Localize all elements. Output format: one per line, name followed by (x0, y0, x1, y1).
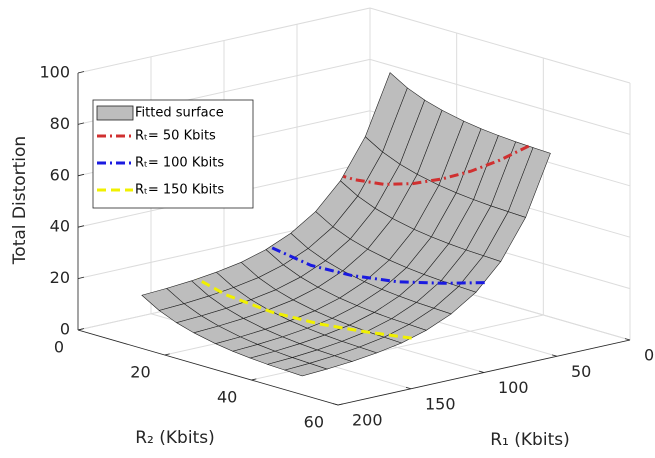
legend-label: Fitted surface (135, 106, 224, 121)
surface-cell (283, 363, 329, 377)
z-tick-label: 60 (50, 165, 70, 184)
grid-line (369, 58, 631, 135)
legend: Fitted surface Rₜ= 50 Kbits Rₜ= 100 Kbits R… (92, 99, 254, 209)
x-axis-label: R₁ (Kbits) (490, 430, 569, 450)
x-tick-label: 50 (571, 362, 591, 381)
legend-label: Rₜ= 150 Kbits (135, 183, 224, 198)
z-tick-label: 20 (50, 268, 70, 287)
curve (196, 277, 412, 340)
z-tick-label: 100 (39, 63, 70, 82)
tick-mark (77, 122, 85, 125)
tick-mark (77, 276, 85, 279)
x-tick-label: 150 (425, 394, 456, 413)
x-tick-label: 0 (644, 346, 654, 365)
tick-mark (251, 378, 257, 381)
z-tick-label: 40 (50, 217, 70, 236)
y-axis-line (77, 329, 339, 406)
tick-mark (478, 370, 485, 373)
y-tick-label: 0 (54, 338, 64, 357)
y-tick-label: 60 (304, 413, 324, 432)
curve (269, 245, 485, 285)
tick-mark (164, 353, 170, 356)
tick-mark (405, 386, 412, 390)
legend-label: Rₜ= 100 Kbits (135, 156, 224, 171)
x-tick-label: 200 (352, 411, 383, 430)
z-tick-label: 80 (50, 114, 70, 133)
tick-mark (332, 403, 339, 406)
tick-mark (624, 338, 631, 341)
grid-line (77, 7, 371, 74)
curve (342, 144, 530, 186)
tick-mark (77, 225, 85, 228)
y-tick-label: 20 (130, 363, 150, 382)
z-tick-label: 0 (60, 320, 70, 339)
y-axis-label: R₂ (Kbits) (135, 428, 214, 448)
legend-swatch (96, 105, 134, 121)
tick-mark (337, 403, 344, 406)
x-tick-label: 100 (498, 378, 529, 397)
z-axis-label: Total Distortion (10, 136, 30, 265)
y-tick-label: 40 (217, 388, 237, 407)
plot (141, 72, 551, 377)
tick-mark (77, 173, 85, 177)
legend-label: Rₜ= 50 Kbits (135, 129, 216, 144)
tick-mark (551, 354, 558, 357)
tick-mark (77, 71, 85, 74)
tick-mark (77, 328, 84, 331)
grid-line (369, 7, 631, 84)
